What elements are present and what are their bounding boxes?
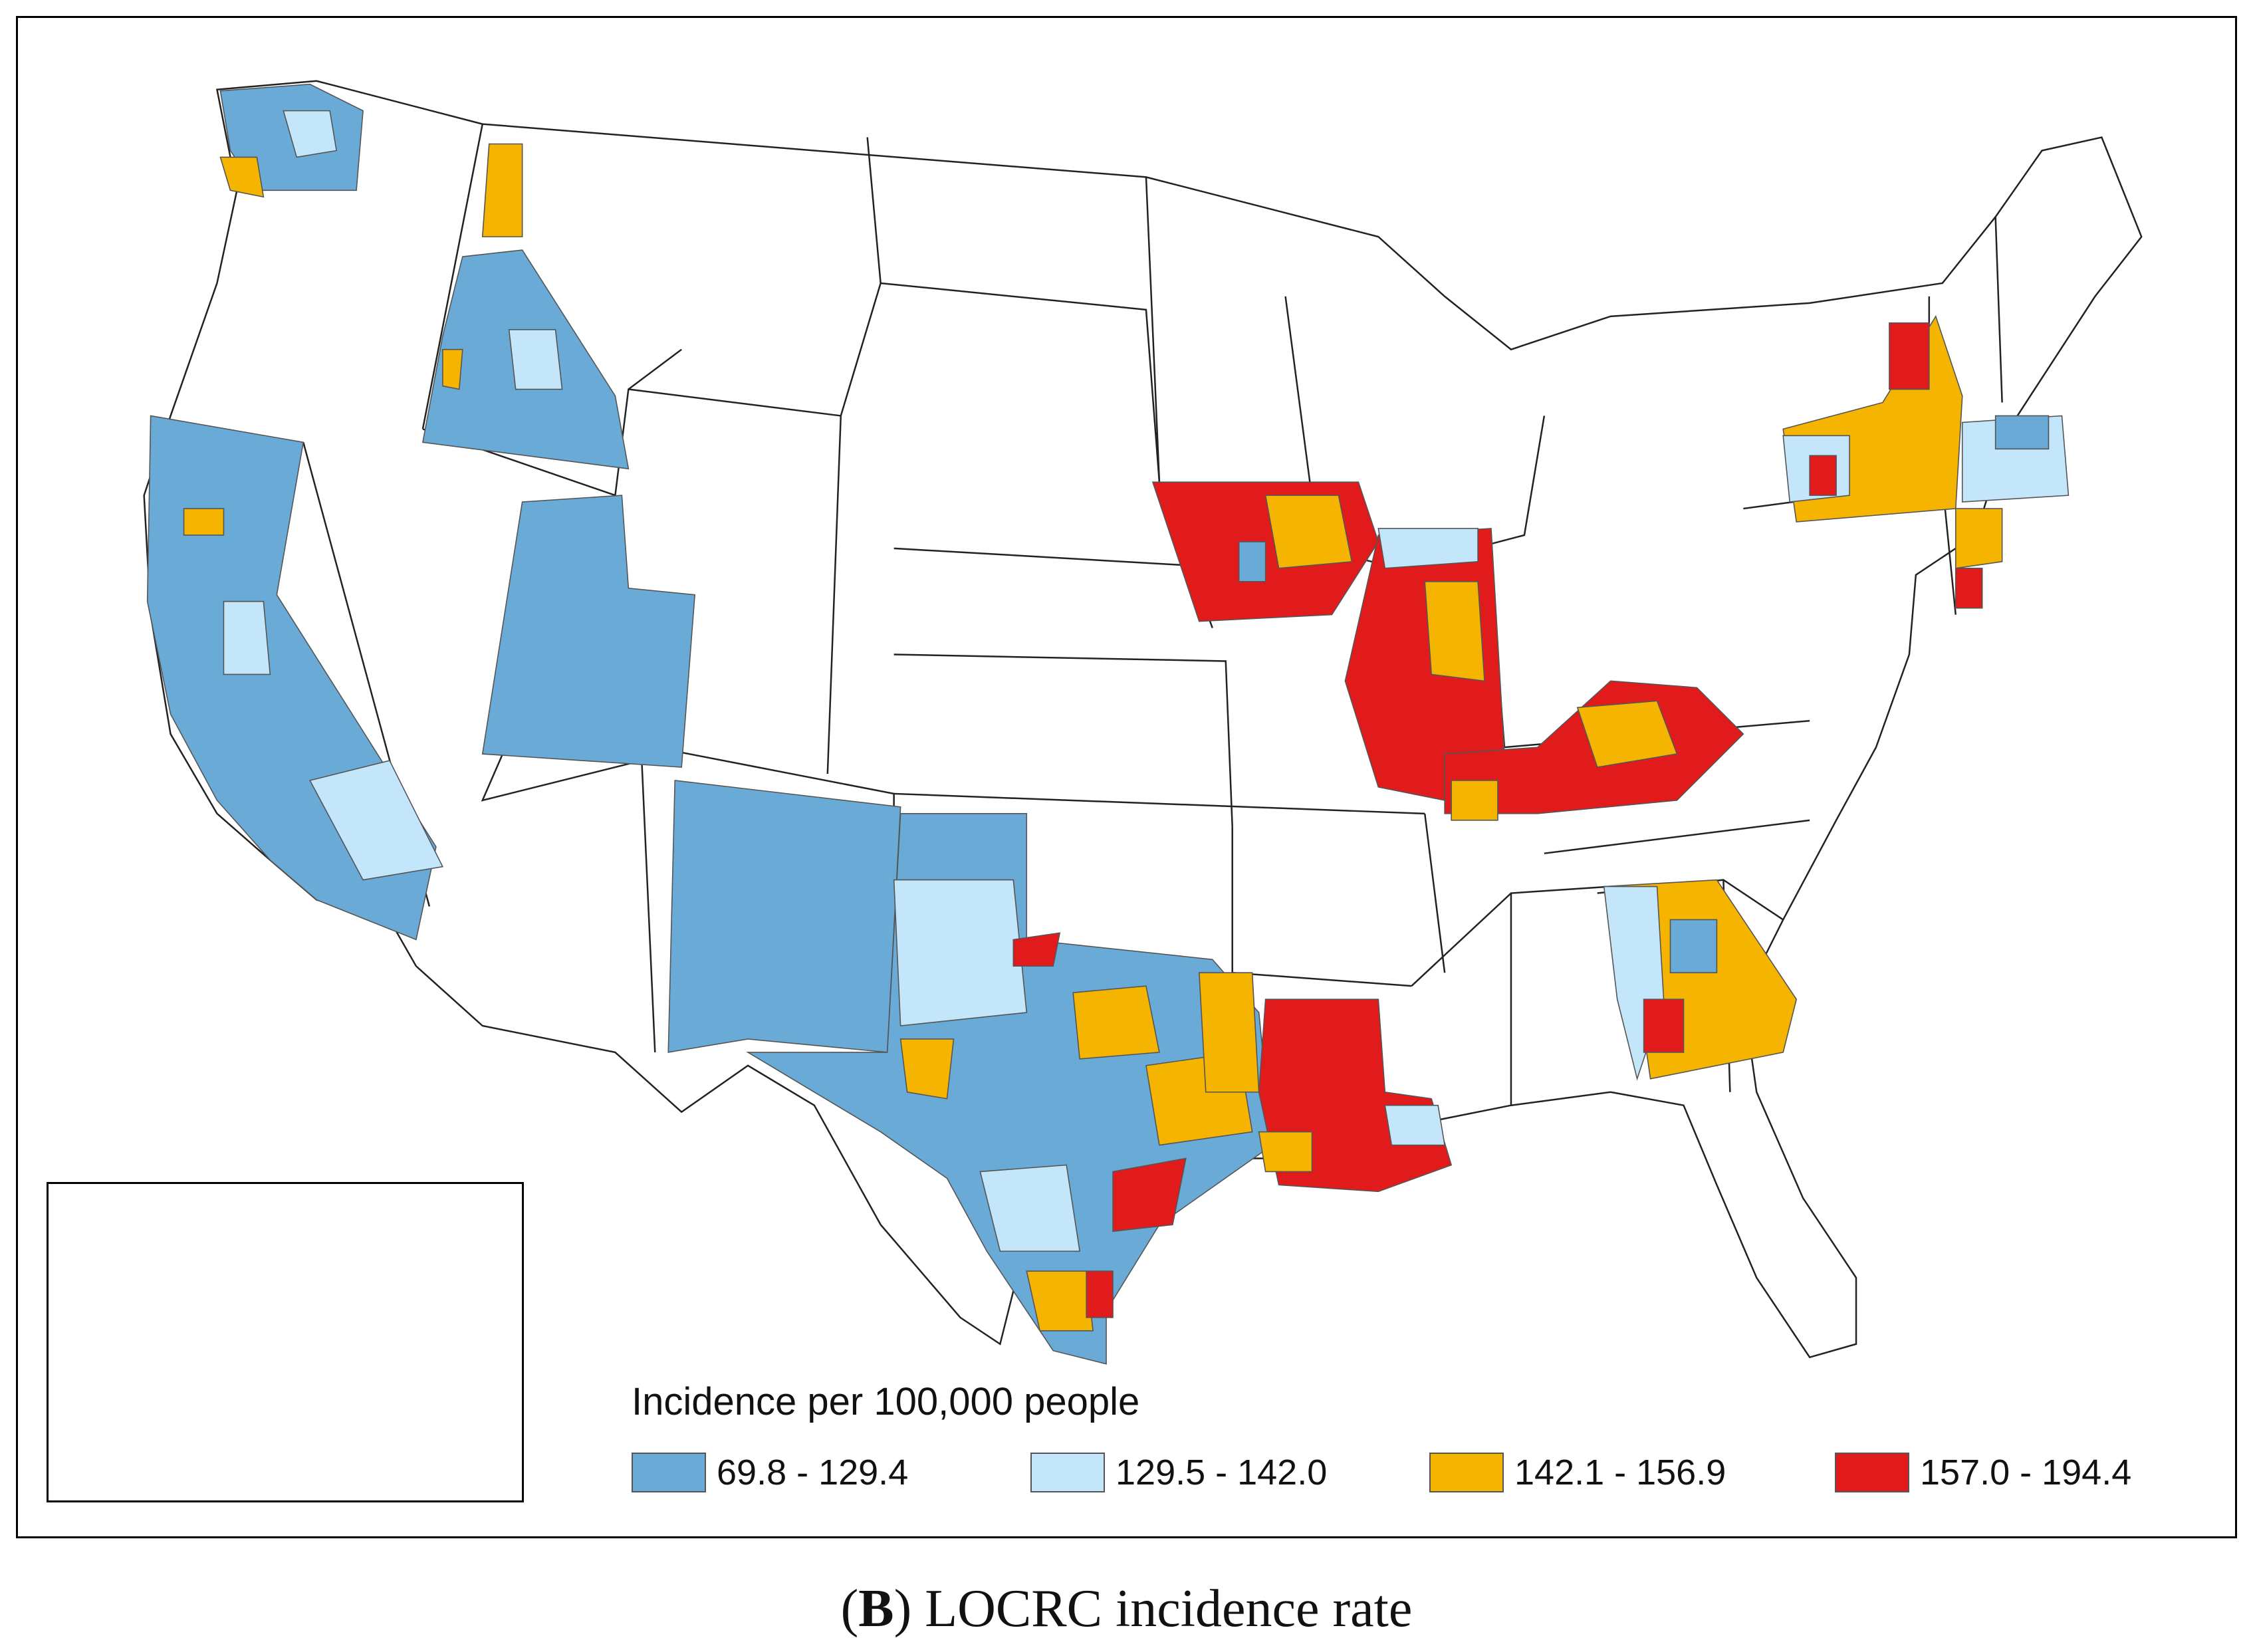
- county-cluster: [1643, 999, 1685, 1053]
- region-kentucky: [1444, 680, 1744, 821]
- legend-item: 129.5 - 142.0: [1030, 1451, 1327, 1494]
- county-cluster: [979, 1164, 1081, 1252]
- region-new-mexico: [667, 780, 901, 1053]
- legend-label: 142.1 - 156.9: [1514, 1453, 1726, 1492]
- county-cluster: [1086, 1270, 1114, 1318]
- county-cluster: [1889, 322, 1930, 390]
- county-cluster: [1384, 1104, 1446, 1146]
- county-cluster: [1258, 1131, 1313, 1173]
- region-idaho: [421, 143, 630, 470]
- county-cluster: [283, 110, 338, 158]
- county-cluster: [1012, 932, 1061, 967]
- county-cluster: [1377, 528, 1479, 569]
- county-cluster: [1955, 508, 2003, 569]
- county-cluster: [508, 328, 563, 390]
- county-cluster: [893, 879, 1028, 1026]
- county-cluster: [899, 1038, 955, 1100]
- legend-item: 142.1 - 156.9: [1429, 1451, 1726, 1494]
- caption-open-paren: (: [840, 1580, 859, 1638]
- region-washington: [219, 83, 364, 198]
- caption-panel-letter: B: [858, 1580, 894, 1638]
- county-cluster: [219, 156, 265, 198]
- hawaii-inset-box: [47, 1182, 524, 1502]
- legend-swatch: [1835, 1453, 1909, 1492]
- county-cluster: [1072, 985, 1160, 1060]
- county-cluster: [223, 600, 271, 675]
- county-cluster: [481, 143, 523, 237]
- region-northeast: [1782, 314, 2070, 609]
- legend-swatch: [632, 1453, 706, 1492]
- caption-text: ) LOCRC incidence rate: [893, 1580, 1413, 1638]
- county-cluster: [309, 760, 444, 881]
- county-cluster: [481, 495, 696, 768]
- county-cluster: [1026, 1270, 1094, 1332]
- county-cluster: [1669, 919, 1718, 974]
- legend-label: 129.5 - 142.0: [1116, 1453, 1328, 1492]
- county-cluster: [1112, 1157, 1187, 1233]
- legend-label: 157.0 - 194.4: [1920, 1453, 2132, 1492]
- county-cluster: [1809, 455, 1837, 496]
- us-map: [143, 80, 2143, 1471]
- county-cluster: [667, 780, 901, 1053]
- county-cluster: [183, 508, 225, 536]
- county-cluster: [1198, 972, 1260, 1093]
- county-cluster: [1576, 700, 1678, 768]
- county-cluster: [1238, 541, 1266, 582]
- legend-swatch: [1030, 1453, 1105, 1492]
- county-cluster: [1451, 780, 1498, 821]
- region-louisiana: [1258, 999, 1453, 1193]
- county-cluster: [1994, 415, 2050, 450]
- figure-caption: (B) LOCRC incidence rate: [0, 1579, 2253, 1639]
- legend-label: 69.8 - 129.4: [717, 1453, 909, 1492]
- county-cluster: [1264, 495, 1353, 569]
- legend-title: Incidence per 100,000 people: [632, 1380, 1140, 1423]
- region-iowa-illinois: [1151, 481, 1505, 801]
- region-california: [146, 415, 444, 941]
- county-cluster: [1424, 580, 1485, 682]
- region-texas: [746, 813, 1273, 1365]
- legend: Incidence per 100,000 people 69.8 - 129.…: [632, 1379, 2181, 1512]
- county-cluster: [442, 348, 463, 390]
- legend-item: 157.0 - 194.4: [1835, 1451, 2131, 1494]
- region-georgia: [1603, 879, 1798, 1081]
- region-utah: [481, 495, 696, 768]
- legend-item: 69.8 - 129.4: [632, 1451, 908, 1494]
- legend-swatch: [1429, 1453, 1504, 1492]
- county-cluster: [1955, 568, 1983, 609]
